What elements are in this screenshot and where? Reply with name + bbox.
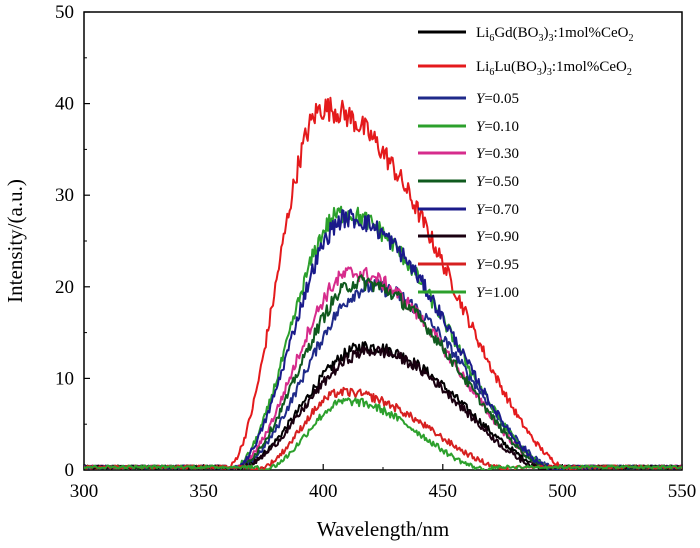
legend-label: Y=0.50 — [476, 174, 519, 190]
series-layer — [84, 96, 682, 470]
series-line — [84, 386, 682, 470]
y-tick-label: 10 — [55, 368, 74, 389]
y-tick-label: 50 — [55, 2, 74, 23]
y-axis-title: Intensity/(a.u.) — [3, 179, 27, 303]
axes: 300 350 400 450 500 550 0 10 20 30 40 50 — [55, 2, 696, 502]
legend-label: Li6Lu(BO3)3:1mol%CeO2 — [476, 59, 632, 78]
y-tick-label: 40 — [55, 94, 74, 115]
series-line — [84, 205, 682, 470]
legend-label: Y=0.90 — [476, 229, 519, 245]
legend-label: Li6Gd(BO3)3:1mol%CeO2 — [476, 25, 634, 44]
x-tick-label: 300 — [70, 481, 99, 502]
y-tick-label: 30 — [55, 185, 74, 206]
x-tick-label: 400 — [309, 481, 338, 502]
series-line — [84, 341, 682, 470]
x-axis-title: Wavelength/nm — [317, 517, 449, 541]
x-tick-label: 550 — [668, 481, 697, 502]
x-tick-label: 450 — [429, 481, 458, 502]
legend-label: Y=0.95 — [476, 257, 519, 273]
legend-label: Y=0.05 — [476, 91, 519, 107]
series-line — [84, 274, 682, 470]
y-tick-label: 0 — [65, 460, 75, 481]
y-tick-label: 20 — [55, 277, 74, 298]
legend: Li6Gd(BO3)3:1mol%CeO2 Li6Lu(BO3)3:1mol%Ce… — [418, 25, 634, 301]
legend-label: Y=0.70 — [476, 202, 519, 218]
x-tick-label: 350 — [189, 481, 218, 502]
series-line — [84, 266, 682, 470]
x-tick-label: 500 — [548, 481, 577, 502]
series-line — [84, 278, 682, 470]
legend-label: Y=0.10 — [476, 119, 519, 135]
legend-label: Y=0.30 — [476, 146, 519, 162]
series-line — [84, 208, 682, 470]
series-line — [84, 397, 682, 470]
legend-label: Y=1.00 — [476, 285, 519, 301]
